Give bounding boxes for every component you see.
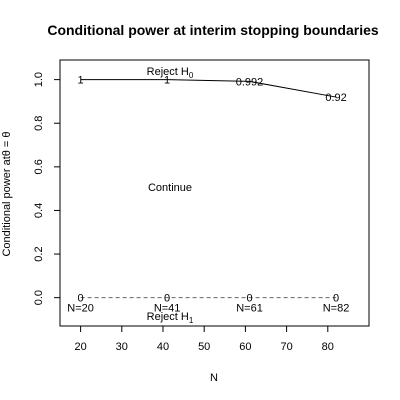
lower-point-label: 0 xyxy=(78,293,84,305)
annotation-reject-h0-subscript: 0 xyxy=(189,71,194,80)
y-tick-label: 0.6 xyxy=(33,159,45,174)
y-axis-label: Conditional power atθ = θ xyxy=(1,131,13,256)
annotation-continue: Continue xyxy=(148,182,192,194)
y-axis: 0.0 0.2 0.4 0.6 0.8 1.0 xyxy=(33,72,61,305)
sample-size-label: N=41 xyxy=(154,303,181,315)
plot-frame xyxy=(59,59,370,327)
x-tick-label: 50 xyxy=(198,341,210,353)
chart-title: Conditional power at interim stopping bo… xyxy=(47,22,379,38)
x-tick-label: 60 xyxy=(239,341,251,353)
y-tick-label: 0.0 xyxy=(33,290,45,305)
x-tick-label: 30 xyxy=(116,341,128,353)
x-tick-label: 70 xyxy=(280,341,292,353)
sample-size-label: N=61 xyxy=(236,303,263,315)
x-axis-label: N xyxy=(210,372,218,384)
upper-boundary-line xyxy=(80,79,337,98)
annotation-reject-h0-text: Reject H xyxy=(147,66,189,78)
upper-point-label: 1 xyxy=(164,75,170,87)
series-layer xyxy=(80,79,337,299)
x-tick-label: 40 xyxy=(157,341,169,353)
upper-point-label: 1 xyxy=(78,75,84,87)
y-tick-label: 0.2 xyxy=(33,246,45,261)
annotation-reject-h0: Reject H0 xyxy=(147,66,194,80)
x-axis: 20 30 40 50 60 70 80 xyxy=(74,325,334,353)
x-tick-label: 20 xyxy=(74,341,86,353)
lower-point-label: 0 xyxy=(333,293,339,305)
sample-size-label: N=82 xyxy=(323,303,350,315)
upper-point-label: 0.92 xyxy=(325,92,346,104)
lower-point-label: 0 xyxy=(164,293,170,305)
x-tick-label: 80 xyxy=(322,341,334,353)
annotation-reject-h1: Reject H1 xyxy=(147,311,194,325)
y-tick-label: 0.4 xyxy=(33,203,45,218)
y-tick-label: 0.8 xyxy=(33,116,45,131)
upper-point-label: 0.992 xyxy=(236,76,264,88)
annotation-reject-h1-text: Reject H xyxy=(147,311,189,323)
annotation-reject-h1-subscript: 1 xyxy=(189,316,194,325)
sample-size-label: N=20 xyxy=(67,303,94,315)
y-tick-label: 1.0 xyxy=(33,72,45,87)
lower-point-label: 0 xyxy=(246,293,252,305)
